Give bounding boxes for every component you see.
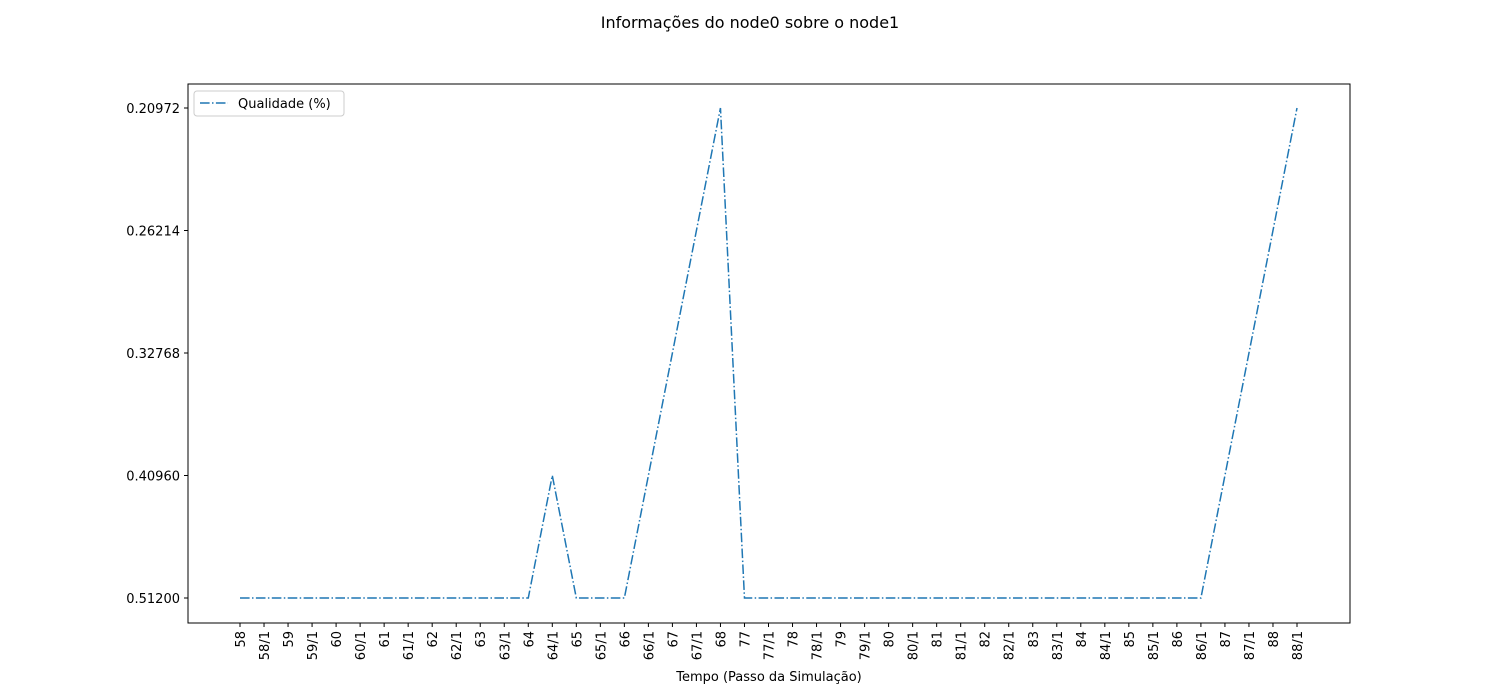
x-tick-label: 65 xyxy=(570,631,585,648)
x-tick-label: 80 xyxy=(883,631,898,648)
x-tick-label: 84/1 xyxy=(1099,631,1114,660)
y-tick-label: 0.26214 xyxy=(126,225,180,240)
x-tick-label: 88 xyxy=(1267,631,1282,648)
x-tick-label: 61/1 xyxy=(402,631,417,660)
x-tick-label: 58/1 xyxy=(258,631,273,660)
legend-label: Qualidade (%) xyxy=(238,97,331,112)
x-tick-label: 77/1 xyxy=(763,631,778,660)
x-tick-label: 59 xyxy=(282,631,297,648)
x-tick-label: 83 xyxy=(1027,631,1042,648)
x-tick-label: 66 xyxy=(618,631,633,648)
x-tick-label: 60/1 xyxy=(354,631,369,660)
x-tick-label: 64/1 xyxy=(546,631,561,660)
x-tick-label: 87 xyxy=(1219,631,1234,648)
x-tick-label: 84 xyxy=(1075,631,1090,648)
x-tick-label: 82/1 xyxy=(1003,631,1018,660)
x-tick-label: 59/1 xyxy=(306,631,321,660)
y-tick-label: 0.40960 xyxy=(126,470,180,485)
x-tick-label: 88/1 xyxy=(1291,631,1306,660)
x-tick-label: 81 xyxy=(931,631,946,648)
chart-title: Informações do node0 sobre o node1 xyxy=(601,13,899,32)
x-tick-label: 67/1 xyxy=(690,631,705,660)
x-tick-label: 78/1 xyxy=(811,631,826,660)
x-tick-label: 85 xyxy=(1123,631,1138,648)
x-tick-label: 81/1 xyxy=(955,631,970,660)
data-line xyxy=(240,107,1298,599)
x-tick-label: 77 xyxy=(738,631,753,648)
x-tick-label: 60 xyxy=(330,631,345,648)
x-tick-label: 85/1 xyxy=(1147,631,1162,660)
x-tick-label: 79 xyxy=(835,631,850,648)
x-tick-label: 80/1 xyxy=(907,631,922,660)
x-tick-label: 64 xyxy=(522,631,537,648)
x-tick-label: 67 xyxy=(666,631,681,648)
legend-box xyxy=(193,90,345,117)
x-tick-label: 61 xyxy=(378,631,393,648)
x-tick-label: 82 xyxy=(979,631,994,648)
x-tick-label: 86 xyxy=(1171,631,1186,648)
y-tick-label: 0.32768 xyxy=(126,347,180,362)
x-tick-label: 68 xyxy=(714,631,729,648)
x-tick-label: 83/1 xyxy=(1051,631,1066,660)
x-tick-label: 63 xyxy=(474,631,489,648)
x-tick-label: 62/1 xyxy=(450,631,465,660)
x-axis-label: Tempo (Passo da Simulação) xyxy=(675,670,862,685)
x-tick-label: 62 xyxy=(426,631,441,648)
x-tick-label: 86/1 xyxy=(1195,631,1210,660)
x-tick-label: 66/1 xyxy=(642,631,657,660)
y-tick-label: 0.51200 xyxy=(126,592,180,607)
x-tick-label: 65/1 xyxy=(594,631,609,660)
y-tick-label: 0.20972 xyxy=(126,102,180,117)
plot-frame xyxy=(187,83,1351,624)
x-tick-label: 78 xyxy=(787,631,802,648)
x-tick-label: 79/1 xyxy=(859,631,874,660)
x-tick-label: 87/1 xyxy=(1243,631,1258,660)
x-tick-label: 63/1 xyxy=(498,631,513,660)
x-tick-label: 58 xyxy=(234,631,249,648)
